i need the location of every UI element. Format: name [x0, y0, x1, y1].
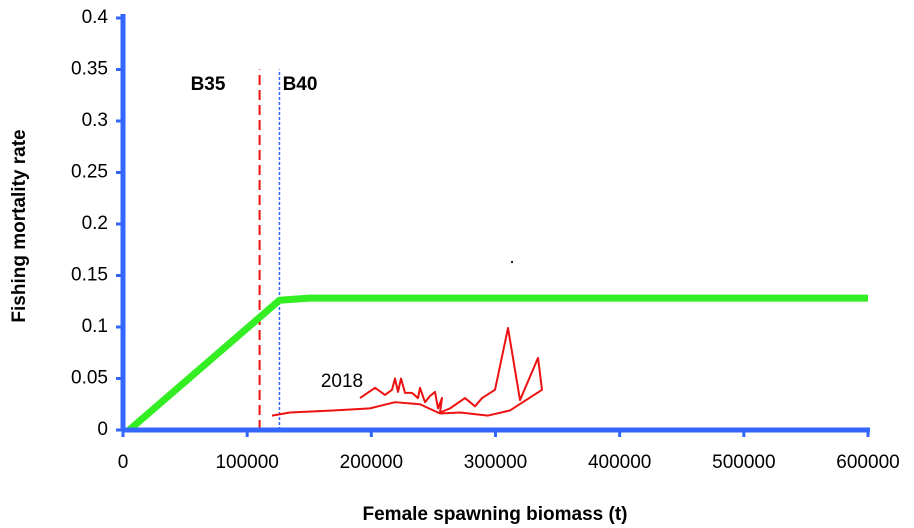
y-tick-label: 0.1	[82, 316, 108, 337]
reference-label: B40	[283, 74, 318, 95]
data-line	[271, 327, 544, 417]
x-tick-label: 600000	[836, 452, 899, 473]
y-tick-label: 0.35	[71, 59, 108, 80]
y-tick-label: 0.3	[82, 110, 108, 131]
y-tick-label: 0.4	[82, 7, 109, 28]
y-tick-label: 0.05	[71, 368, 108, 389]
y-tick-label: 0.15	[71, 265, 108, 286]
reference-label: B35	[191, 74, 226, 95]
annotation: 2018	[321, 371, 363, 392]
y-tick-label: 0.2	[82, 213, 108, 234]
y-axis-title: Fishing mortality rate	[9, 129, 30, 322]
x-tick-label: 200000	[340, 452, 403, 473]
annotation: .	[509, 247, 514, 268]
y-tick-label: 0.25	[71, 162, 108, 183]
x-tick-label: 100000	[215, 452, 278, 473]
data-line	[126, 294, 868, 433]
x-axis-title: Female spawning biomass (t)	[363, 504, 628, 525]
x-tick-label: 0	[118, 452, 129, 473]
x-tick-label: 500000	[712, 452, 775, 473]
y-tick-label: 0	[97, 419, 108, 440]
x-tick-label: 400000	[588, 452, 651, 473]
x-tick-label: 300000	[464, 452, 527, 473]
